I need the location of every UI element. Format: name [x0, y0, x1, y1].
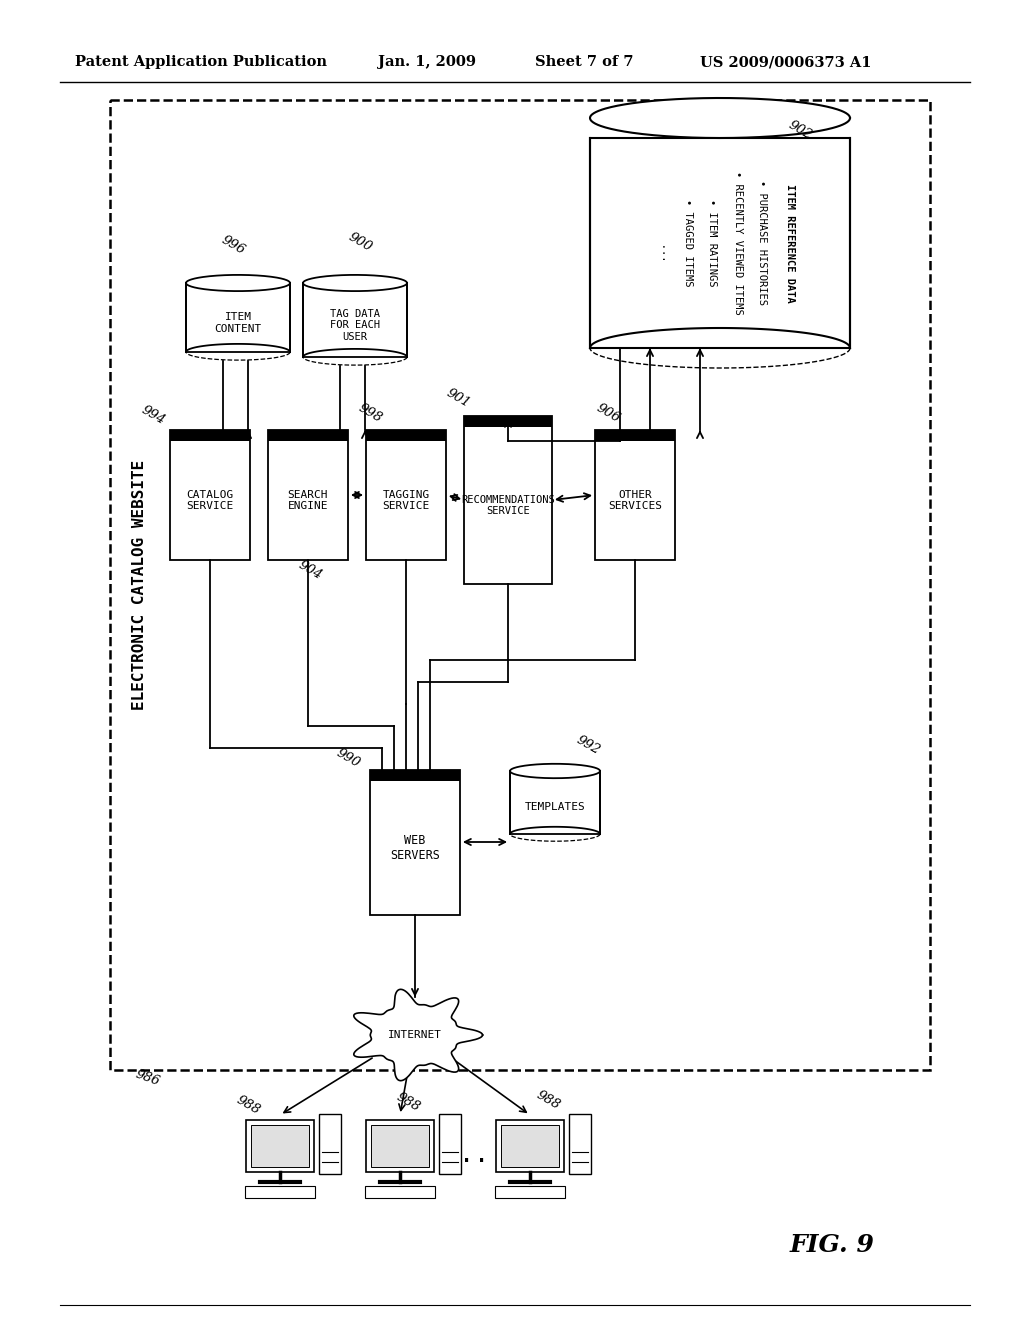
Text: 992: 992: [573, 733, 602, 756]
Polygon shape: [303, 282, 407, 356]
Text: • PURCHASE HISTORIES: • PURCHASE HISTORIES: [757, 181, 767, 305]
Polygon shape: [353, 989, 482, 1081]
Polygon shape: [510, 764, 600, 779]
Polygon shape: [303, 275, 407, 292]
Text: Sheet 7 of 7: Sheet 7 of 7: [535, 55, 634, 69]
Text: 901: 901: [443, 385, 472, 411]
Bar: [366, 1119, 434, 1172]
Text: ITEM
CONTENT: ITEM CONTENT: [214, 312, 261, 334]
Bar: [366, 430, 446, 441]
Text: 906: 906: [594, 401, 623, 425]
Text: ITEM REFERENCE DATA: ITEM REFERENCE DATA: [785, 183, 795, 302]
Bar: [246, 1119, 314, 1172]
Bar: [439, 1114, 461, 1173]
Bar: [365, 1185, 435, 1199]
Text: 900: 900: [346, 230, 374, 253]
Text: 902: 902: [785, 117, 814, 143]
Polygon shape: [186, 282, 290, 352]
Bar: [268, 430, 348, 560]
Text: TAG DATA
FOR EACH
USER: TAG DATA FOR EACH USER: [330, 309, 380, 342]
Text: 996: 996: [219, 234, 247, 257]
Polygon shape: [186, 275, 290, 292]
Text: 904: 904: [296, 558, 325, 582]
Bar: [464, 416, 552, 426]
Text: US 2009/0006373 A1: US 2009/0006373 A1: [700, 55, 871, 69]
Text: Patent Application Publication: Patent Application Publication: [75, 55, 327, 69]
Text: OTHER
SERVICES: OTHER SERVICES: [608, 490, 662, 511]
Text: TAGGING
SERVICE: TAGGING SERVICE: [382, 490, 430, 511]
Text: • TAGGED ITEMS: • TAGGED ITEMS: [683, 199, 693, 286]
Text: WEB
SERVERS: WEB SERVERS: [390, 834, 440, 862]
Bar: [496, 1119, 564, 1172]
Bar: [595, 430, 675, 441]
Text: Jan. 1, 2009: Jan. 1, 2009: [378, 55, 476, 69]
Text: SEARCH
ENGINE: SEARCH ENGINE: [288, 490, 329, 511]
Bar: [110, 100, 930, 1071]
Bar: [370, 770, 460, 915]
Text: CATALOG
SERVICE: CATALOG SERVICE: [186, 490, 233, 511]
Text: 988: 988: [394, 1090, 422, 1114]
Text: 988: 988: [233, 1093, 262, 1117]
Text: TEMPLATES: TEMPLATES: [524, 803, 586, 812]
Bar: [251, 1125, 309, 1167]
Text: FIG. 9: FIG. 9: [790, 1233, 874, 1257]
Bar: [319, 1114, 341, 1173]
Text: 986: 986: [134, 1068, 162, 1089]
Bar: [595, 430, 675, 560]
Text: 998: 998: [356, 401, 384, 425]
Bar: [268, 430, 348, 441]
Text: ...: ...: [444, 1143, 489, 1167]
Polygon shape: [590, 139, 850, 348]
Bar: [569, 1114, 591, 1173]
Bar: [501, 1125, 559, 1167]
Text: INTERNET: INTERNET: [388, 1030, 442, 1040]
Text: • RECENTLY VIEWED ITEMS: • RECENTLY VIEWED ITEMS: [733, 172, 743, 315]
Text: RECOMMENDATIONS
SERVICE: RECOMMENDATIONS SERVICE: [461, 495, 555, 516]
Text: 988: 988: [534, 1088, 562, 1111]
Bar: [495, 1185, 565, 1199]
Bar: [245, 1185, 315, 1199]
Bar: [464, 416, 552, 583]
Polygon shape: [510, 771, 600, 834]
Bar: [370, 770, 460, 781]
Text: • ITEM RATINGS: • ITEM RATINGS: [707, 199, 717, 286]
Bar: [366, 430, 446, 560]
Text: ELECTRONIC CATALOG WEBSITE: ELECTRONIC CATALOG WEBSITE: [132, 459, 147, 710]
Polygon shape: [590, 98, 850, 139]
Bar: [371, 1125, 429, 1167]
Bar: [170, 430, 250, 560]
Bar: [170, 430, 250, 441]
Text: ...: ...: [660, 224, 670, 261]
Text: 990: 990: [334, 746, 362, 770]
Text: 994: 994: [139, 403, 167, 426]
